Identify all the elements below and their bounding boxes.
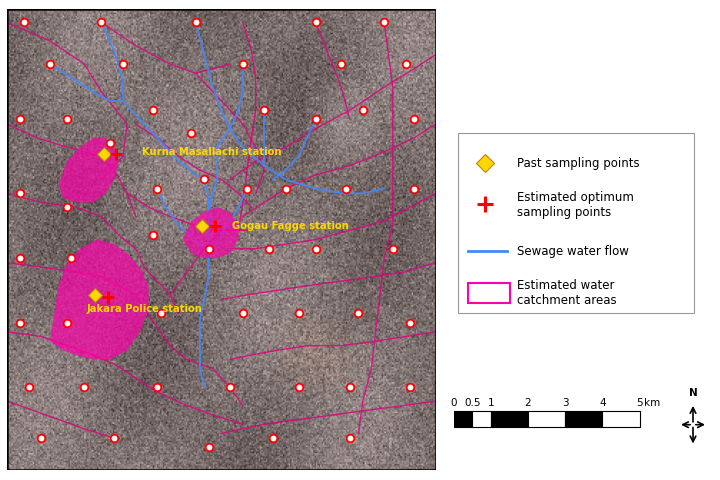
Bar [565,411,603,427]
FancyBboxPatch shape [459,133,693,313]
Bar [472,411,491,427]
Text: Estimated water
catchment areas: Estimated water catchment areas [517,278,617,306]
Bar [468,283,510,304]
Text: 5: 5 [636,397,643,407]
Text: Jakara Police station: Jakara Police station [86,303,202,313]
Bar [528,411,565,427]
Text: 2: 2 [525,397,531,407]
Text: 0.5: 0.5 [464,397,480,407]
Text: km: km [644,397,660,407]
Bar [454,411,472,427]
Text: 4: 4 [599,397,606,407]
Text: 0: 0 [450,397,457,407]
Bar [603,411,639,427]
Polygon shape [58,139,119,203]
Polygon shape [50,240,148,360]
Bar [491,411,528,427]
Text: N: N [688,387,698,397]
Text: Gogau Fagge station: Gogau Fagge station [232,220,349,230]
Text: Past sampling points: Past sampling points [517,157,640,170]
Text: Kurna Masallachi station: Kurna Masallachi station [142,147,282,157]
Text: Estimated optimum
sampling points: Estimated optimum sampling points [517,191,634,218]
Text: 1: 1 [487,397,494,407]
Text: Sewage water flow: Sewage water flow [517,245,629,258]
Text: 3: 3 [562,397,569,407]
Polygon shape [183,208,238,258]
